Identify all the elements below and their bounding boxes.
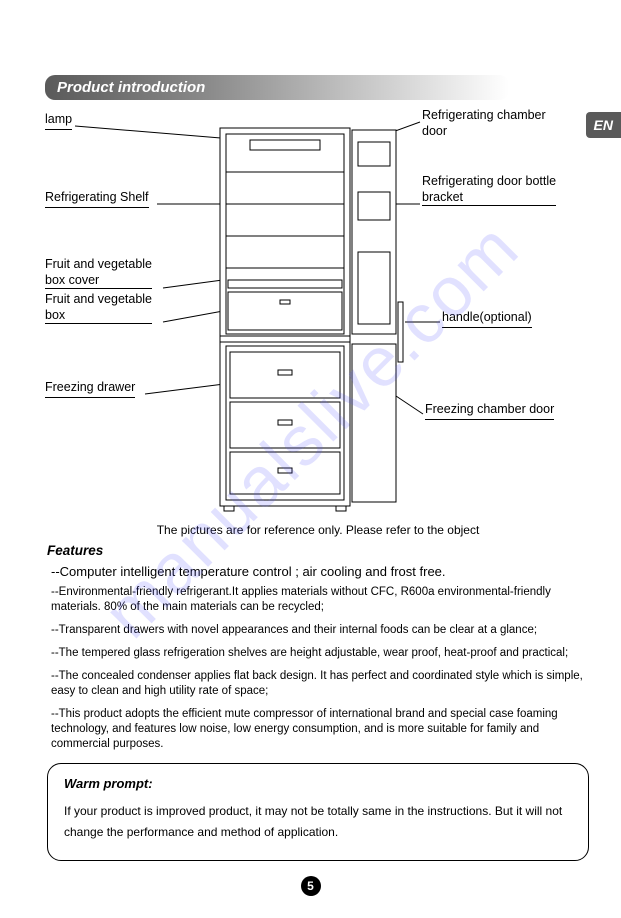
diagram-caption: The pictures are for reference only. Ple… [45, 523, 591, 537]
page-number: 5 [301, 876, 321, 896]
diagram-area: lamp Refrigerating Shelf Fruit and veget… [45, 112, 591, 517]
feature-item: --The tempered glass refrigeration shelv… [51, 646, 589, 661]
section-header: Product introduction [45, 75, 509, 100]
warm-prompt-box: Warm prompt: If your product is improved… [47, 763, 589, 861]
feature-item: --Environmental-friendly refrigerant.It … [51, 585, 589, 615]
page: Product introduction EN lamp Refrigerati… [0, 0, 621, 918]
warm-prompt-text: If your product is improved product, it … [64, 801, 572, 842]
warm-prompt-title: Warm prompt: [64, 776, 572, 791]
features-heading: Features [47, 543, 591, 558]
feature-item: --The concealed condenser applies flat b… [51, 669, 589, 699]
fridge-diagram [210, 122, 410, 512]
feature-item: --Transparent drawers with novel appeara… [51, 623, 589, 638]
feature-lead: --Computer intelligent temperature contr… [51, 564, 589, 579]
feature-item: --This product adopts the efficient mute… [51, 707, 589, 752]
